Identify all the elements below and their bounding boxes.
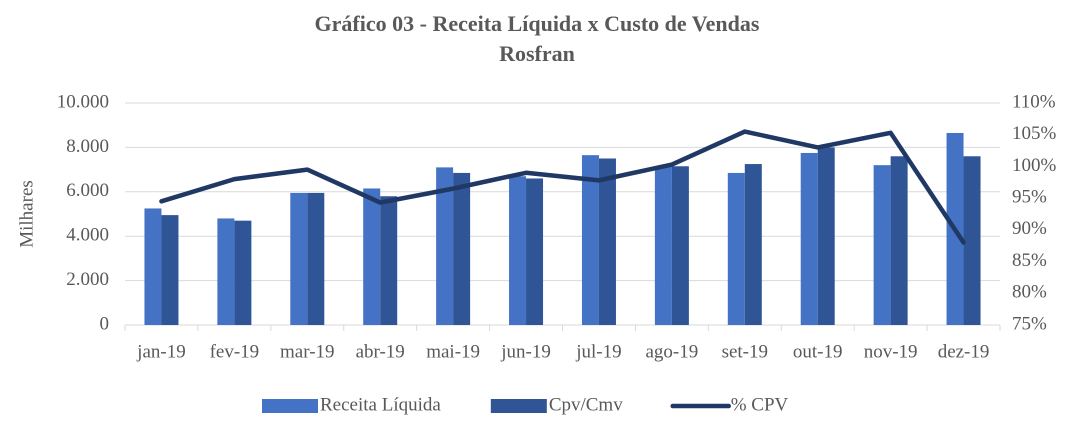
y-tick-label: 10.000 [57, 91, 109, 112]
x-tick-label: nov-19 [864, 341, 918, 362]
x-tick-label: ago-19 [645, 341, 698, 362]
bar [744, 164, 762, 325]
x-tick-label: jul-19 [575, 341, 621, 362]
legend-swatch [490, 399, 547, 413]
chart-title: Gráfico 03 - Receita Líquida x Custo de … [315, 11, 760, 36]
line [159, 129, 966, 245]
bar [307, 192, 325, 325]
bar [873, 165, 891, 325]
x-tick-label: abr-19 [356, 341, 405, 362]
y2-tick-label: 75% [1012, 313, 1047, 334]
bar [727, 172, 745, 325]
bar [436, 167, 454, 325]
x-tick-label: set-19 [722, 341, 768, 362]
y2-tick-label: 80% [1012, 282, 1047, 303]
bar [800, 152, 818, 325]
y2-tick-label: 110% [1012, 91, 1056, 112]
bar [217, 218, 235, 325]
bar [581, 155, 599, 325]
bar [453, 172, 471, 325]
bar [890, 156, 908, 325]
y-tick-label: 0 [100, 313, 110, 334]
bar [363, 188, 381, 325]
y-tick-label: 4.000 [66, 225, 109, 246]
bar [526, 178, 544, 325]
legend-label: Receita Líquida [320, 394, 441, 415]
x-tick-label: out-19 [793, 341, 843, 362]
y2-tick-label: 105% [1012, 123, 1057, 144]
y-axis-title: Milhares [16, 180, 37, 248]
y2-tick-label: 100% [1012, 155, 1057, 176]
x-tick-label: mar-19 [280, 341, 335, 362]
bar [234, 220, 252, 325]
bar [671, 166, 689, 325]
x-tick-label: jun-19 [500, 341, 551, 362]
bar [380, 196, 398, 325]
bar [509, 176, 527, 325]
x-tick-label: fev-19 [210, 341, 260, 362]
bar [144, 208, 162, 325]
bar [963, 156, 981, 325]
chart-title: Rosfran [499, 41, 575, 66]
x-tick-label: jan-19 [136, 341, 186, 362]
y-tick-label: 2.000 [66, 269, 109, 290]
bar [290, 192, 308, 325]
legend-label: Cpv/Cmv [549, 394, 623, 415]
y2-tick-label: 85% [1012, 250, 1047, 271]
bar [598, 158, 616, 325]
x-tick-label: dez-19 [938, 341, 990, 362]
y2-tick-label: 90% [1012, 218, 1047, 239]
x-tick-label: mai-19 [426, 341, 480, 362]
bar [654, 166, 672, 325]
y2-tick-label: 95% [1012, 187, 1047, 208]
legend-label: % CPV [731, 394, 789, 415]
bar [817, 147, 835, 325]
bar [161, 215, 179, 325]
y-tick-label: 8.000 [66, 136, 109, 157]
y-tick-label: 6.000 [66, 180, 109, 201]
legend-swatch [262, 399, 318, 413]
